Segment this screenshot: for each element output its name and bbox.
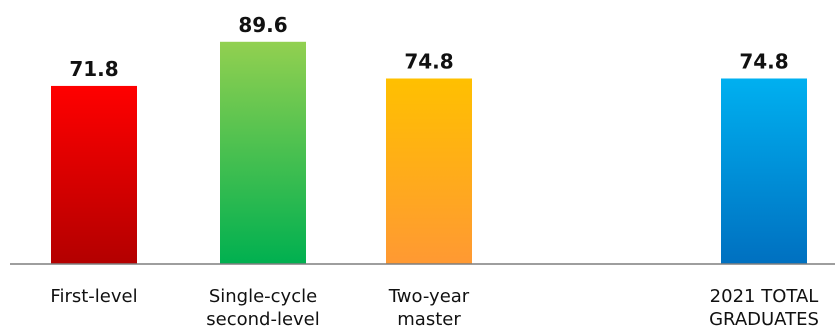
bar-4 <box>721 78 807 264</box>
category-label-1: First-level <box>50 286 137 307</box>
category-label-4-line-2: GRADUATES <box>709 309 819 330</box>
category-label-2-line-1: Single-cycle <box>209 286 317 307</box>
bar-1 <box>51 85 137 264</box>
category-label-3-line-2: master <box>397 309 461 330</box>
bars-group <box>51 41 807 265</box>
category-label-3: Two-year master <box>388 286 470 330</box>
data-label-3: 74.8 <box>404 49 453 73</box>
data-label-4: 74.8 <box>739 49 788 73</box>
data-label-1: 71.8 <box>69 57 118 81</box>
value-labels-group: 71.8 89.6 74.8 74.8 <box>69 13 788 81</box>
bar-3 <box>386 78 472 264</box>
category-labels-group: First-level Single-cycle second-level Two-y… <box>50 286 818 330</box>
bar-2 <box>220 41 306 265</box>
category-label-1-line-1: First-level <box>50 286 137 307</box>
category-label-4-line-1: 2021 TOTAL <box>710 286 819 307</box>
category-label-3-line-1: Two-year <box>388 286 470 307</box>
category-label-2-line-2: second-level <box>206 309 320 330</box>
category-label-2: Single-cycle second-level <box>206 286 320 330</box>
category-label-4: 2021 TOTAL GRADUATES <box>709 286 819 330</box>
data-label-2: 89.6 <box>238 13 287 37</box>
